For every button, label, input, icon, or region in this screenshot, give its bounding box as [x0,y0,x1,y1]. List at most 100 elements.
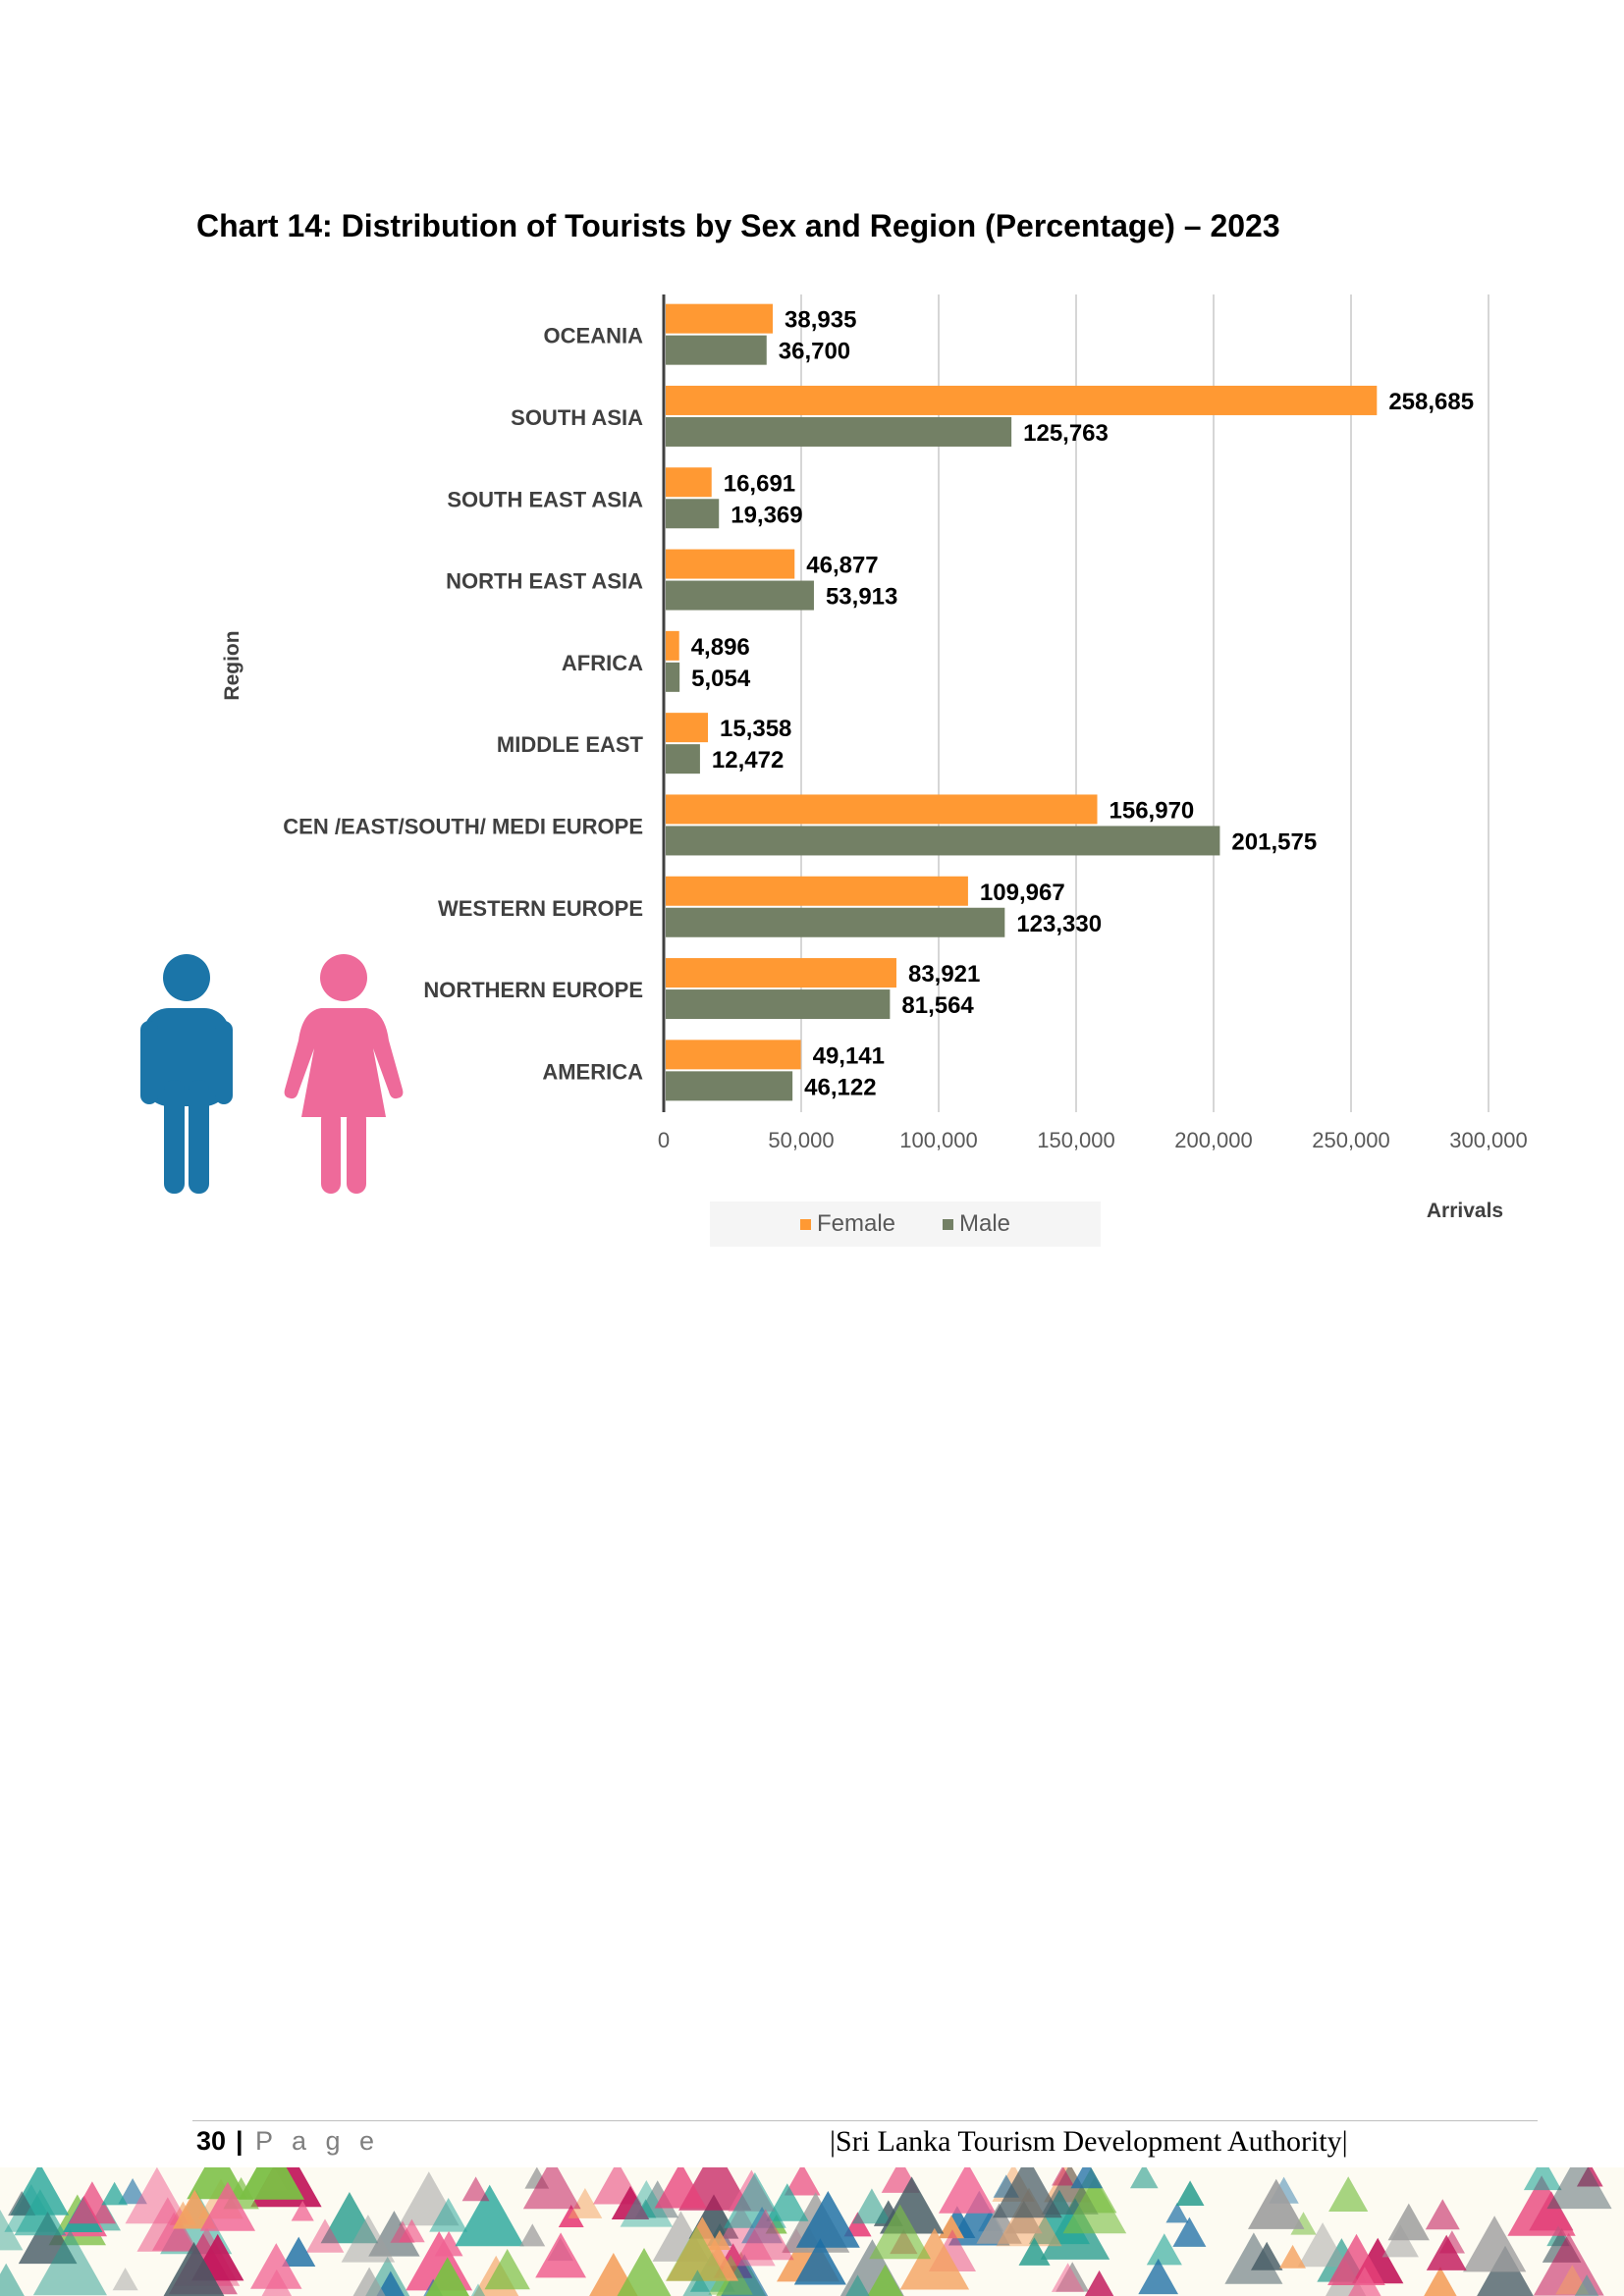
decorative-triangle [938,2215,965,2239]
decorative-triangle [484,2249,530,2290]
decorative-triangle [1555,2265,1590,2295]
x-tick-label: 0 [658,1128,670,1152]
bar-female [666,1040,801,1070]
decorative-triangle [795,2191,860,2248]
decorative-triangle [1574,2274,1599,2296]
decorative-triangle [1381,2224,1419,2258]
legend-swatch-male [943,1218,953,1230]
decorative-triangle [0,2210,24,2251]
decorative-triangle [620,2180,674,2227]
decorative-triangle [1523,2167,1562,2191]
decorative-triangle [461,2176,490,2202]
male-person-icon [140,954,233,1194]
footer-divider [192,2120,1538,2121]
decorative-triangle [665,2225,728,2281]
decorative-triangle [14,2189,67,2236]
decorative-triangle [1052,2167,1074,2186]
decorative-triangle [784,2167,821,2196]
decorative-triangle [1224,2232,1283,2284]
decorative-triangle [867,2264,903,2296]
bar-male [666,499,720,529]
data-label: 46,877 [806,553,878,579]
decorative-triangle [239,2167,304,2200]
decorative-triangle [568,2188,603,2218]
data-label: 258,685 [1388,389,1474,415]
decorative-triangle [32,2229,107,2296]
decorative-triangle [1533,2232,1604,2296]
data-label: 15,358 [720,716,791,742]
decorative-triangle [282,2236,316,2267]
x-tick-label: 300,000 [1449,1128,1528,1152]
y-category-label: NORTHERN EUROPE [423,978,643,1002]
decorative-triangle [522,2167,581,2210]
decorative-triangle [1328,2176,1369,2212]
decorative-triangle [617,2248,672,2296]
decorative-triangle [1546,2167,1612,2210]
decorative-triangle [425,2257,469,2296]
decorative-triangle [843,2212,872,2237]
decorative-triangle [993,2167,1062,2218]
bar-female [666,958,896,988]
decorative-triangle [455,2184,524,2247]
data-label: 38,935 [785,307,856,334]
decorative-triangle [172,2189,217,2229]
y-category-label: AFRICA [562,651,643,675]
bar-male [666,989,891,1020]
y-category-label: SOUTH EAST ASIA [447,487,643,511]
decorative-triangle [535,2232,586,2278]
bar-male [666,335,767,365]
x-tick-label: 100,000 [899,1128,978,1152]
decorative-triangle [1130,2167,1159,2189]
decorative-triangle [250,2243,302,2289]
y-category-label: CEN /EAST/SOUTH/ MEDI EUROPE [283,814,643,838]
bar-female [666,467,712,498]
decorative-triangle [341,2215,396,2263]
data-label: 4,896 [691,634,750,661]
decorative-triangle [1297,2222,1348,2268]
legend-label-female: Female [816,1210,895,1237]
decorative-triangle [1576,2167,1603,2187]
decorative-triangle [8,2191,36,2216]
bar-male [666,744,700,774]
decorative-triangle [1175,2180,1205,2206]
y-category-label: OCEANIA [544,324,644,348]
decorative-triangle [1248,2178,1305,2229]
data-label: 156,970 [1110,797,1195,824]
y-axis-label: Region [221,630,244,700]
decorative-triangle [1426,2234,1467,2270]
bar-female [666,549,795,579]
legend-item-male: Male [943,1210,1010,1238]
decorative-triangle [1424,2267,1457,2296]
decorative-triangle [1018,2237,1051,2266]
decorative-triangle [1425,2199,1460,2230]
decorative-triangle [682,2269,713,2296]
bar-male [666,907,1005,937]
page-number: 30 [196,2126,227,2156]
decorative-triangle [939,2167,997,2214]
chart-title: Chart 14: Distribution of Tourists by Se… [196,208,1280,243]
decorative-triangle [666,2216,739,2281]
decorative-triangle [0,2263,25,2296]
decorative-triangle [654,2167,707,2209]
data-label: 36,700 [779,339,850,365]
decorative-triangle [125,2167,189,2224]
x-tick-label: 250,000 [1312,1128,1390,1152]
decorative-triangle [845,2274,870,2296]
decorative-triangle [1084,2269,1114,2296]
y-category-label: WESTERN EUROPE [438,896,643,921]
decorative-triangle [152,2212,196,2251]
data-label: 83,921 [908,961,980,988]
bar-male [666,580,814,611]
decorative-triangle [291,2200,314,2221]
x-tick-label: 50,000 [768,1128,834,1152]
data-label: 123,330 [1016,911,1102,937]
decorative-triangle [136,2197,198,2252]
decorative-triangle [68,2181,117,2224]
decorative-triangle [724,2172,786,2228]
decorative-triangle [163,2242,225,2296]
legend-label-male: Male [959,1210,1011,1237]
decorative-triangle [112,2268,138,2291]
female-person-icon [284,954,404,1194]
decorative-triangle [519,2223,546,2247]
bar-female [666,385,1378,415]
